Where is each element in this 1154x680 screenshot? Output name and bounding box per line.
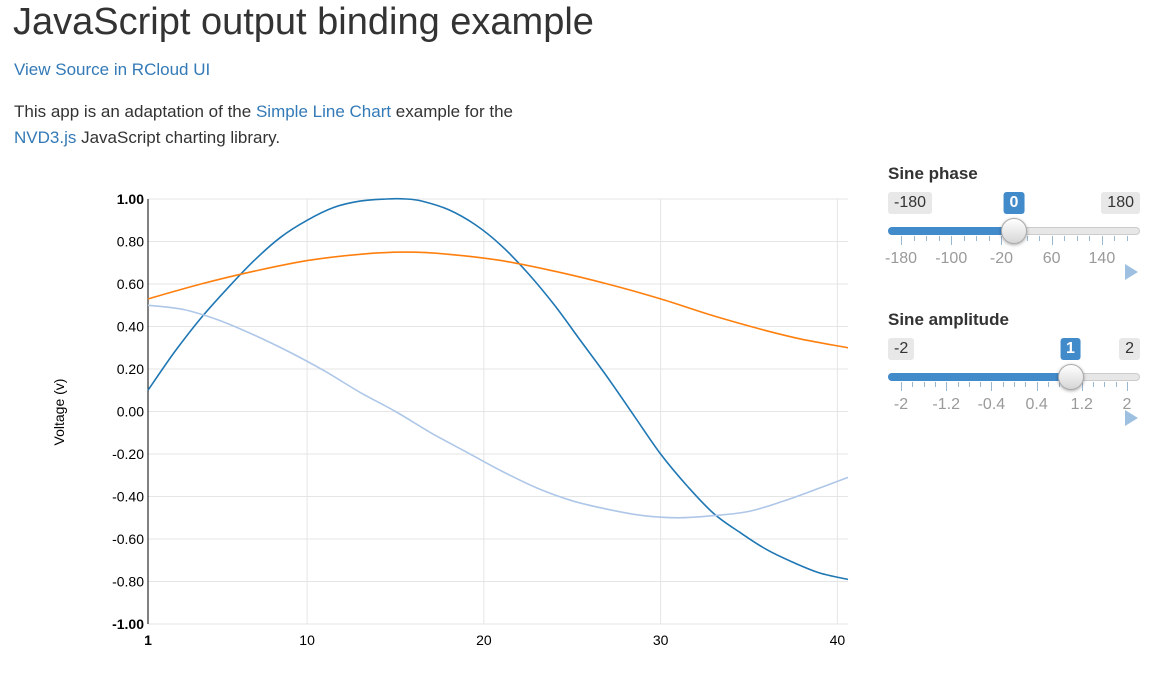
view-source-link[interactable]: View Source in RCloud UI <box>14 60 211 79</box>
slider-minor-tick <box>1104 382 1106 387</box>
y-tick-label: -0.60 <box>112 531 144 547</box>
description-text-3: JavaScript charting library. <box>76 128 281 147</box>
slider-minor-tick <box>1039 236 1041 241</box>
page-title: JavaScript output binding example <box>13 1 594 43</box>
slider-grid-label: -180 <box>884 250 918 267</box>
play-icon[interactable] <box>1125 410 1138 426</box>
y-tick-label: 0.00 <box>117 404 144 420</box>
slider-major-tick <box>1051 236 1053 245</box>
play-icon[interactable] <box>1125 264 1138 280</box>
slider-minor-tick <box>1076 236 1078 241</box>
slider-minor-tick <box>1127 236 1128 241</box>
slider-minor-tick <box>1064 236 1066 241</box>
slider-minor-tick <box>926 236 928 241</box>
y-tick-label: -1.00 <box>112 616 144 632</box>
slider-minor-tick <box>1047 382 1049 387</box>
sine-phase-slider: Sine phase -180 180 0 -180 -100 -20 60 140 <box>884 164 1140 294</box>
slider-fill <box>888 227 1014 235</box>
slider-grid-label: 0.4 <box>1025 396 1048 413</box>
slider-minor-tick <box>1089 236 1091 241</box>
slider-grid-label: 2 <box>1122 396 1132 413</box>
slider-major-tick <box>901 236 902 245</box>
slider-minor-tick <box>938 236 940 241</box>
slider-major-tick <box>1127 382 1128 391</box>
y-axis-label: Voltage (v) <box>51 379 67 446</box>
slider-min-label: -180 <box>888 192 933 214</box>
x-tick-label: 30 <box>653 632 669 648</box>
slider-grid-label: -2 <box>893 396 909 413</box>
slider-major-tick <box>991 382 993 391</box>
slider-minor-tick <box>1093 382 1095 387</box>
slider-max-label: 180 <box>1101 192 1140 214</box>
slider-value-label: 0 <box>1003 192 1025 214</box>
slider-min-label: -2 <box>888 338 915 360</box>
slider-value-label: 1 <box>1060 338 1081 360</box>
slider-minor-tick <box>923 382 925 387</box>
slider-grid-label: -1.2 <box>932 396 960 413</box>
x-tick-label: 20 <box>476 632 492 648</box>
slider-minor-tick <box>1114 236 1116 241</box>
slider-grid-label: -0.4 <box>977 396 1006 413</box>
x-tick-label: 1 <box>144 632 152 648</box>
y-tick-label: 0.60 <box>117 276 144 292</box>
slider-minor-tick <box>976 236 978 241</box>
slider-minor-tick <box>934 382 936 387</box>
description-text-1: This app is an adaptation of the <box>14 102 256 121</box>
series-line <box>147 197 849 581</box>
slider-minor-tick <box>1115 382 1117 387</box>
sine-amplitude-slider: Sine amplitude -2 2 1 -2 -1.2 -0.4 0.4 1.2 2 <box>888 310 1140 440</box>
slider-minor-tick <box>913 236 915 241</box>
y-tick-label: 0.40 <box>117 319 144 335</box>
slider-major-tick <box>951 236 953 245</box>
slider-major-tick <box>901 382 902 391</box>
simple-line-chart-link[interactable]: Simple Line Chart <box>255 102 392 121</box>
slider-major-tick <box>1036 382 1038 391</box>
app-description: This app is an adaptation of the Simple … <box>14 99 574 151</box>
slider-grid-label: -20 <box>989 250 1013 267</box>
x-tick-label: 40 <box>830 632 846 648</box>
series-line <box>147 251 849 349</box>
x-tick-label: 10 <box>299 632 315 648</box>
slider-grid-label: 60 <box>1042 250 1061 267</box>
y-tick-label: -0.80 <box>112 574 144 590</box>
slider-max-label: 2 <box>1119 338 1140 360</box>
nvd3-link[interactable]: NVD3.js <box>14 128 77 147</box>
slider-major-tick <box>1001 236 1003 245</box>
slider-minor-tick <box>980 382 982 387</box>
slider-major-tick <box>1081 382 1083 391</box>
slider-handle[interactable] <box>1001 218 1027 244</box>
slider-fill <box>888 373 1071 381</box>
slider-minor-tick <box>1002 382 1004 387</box>
slider-minor-tick <box>1014 382 1015 387</box>
slider-grid-label: 140 <box>1088 250 1116 267</box>
slider-minor-tick <box>1025 382 1027 387</box>
slider-minor-tick <box>963 236 965 241</box>
slider-grid-label: -100 <box>935 250 968 267</box>
slider-minor-tick <box>988 236 990 241</box>
slider-handle[interactable] <box>1057 364 1084 390</box>
y-tick-label: -0.40 <box>112 489 144 505</box>
slider-major-tick <box>946 382 948 391</box>
series-line <box>147 304 849 519</box>
description-text-2: example for the <box>391 102 513 121</box>
y-tick-label: -0.20 <box>112 446 144 462</box>
slider-title: Sine amplitude <box>888 310 1009 329</box>
slider-minor-tick <box>912 382 914 387</box>
slider-title: Sine phase <box>888 164 978 183</box>
slider-major-tick <box>1101 236 1103 245</box>
line-chart: 1.00 0.80 0.60 0.40 0.20 0.00 -0.20 -0.40 -0.60 -… <box>51 191 849 648</box>
y-tick-label: 0.80 <box>117 234 144 250</box>
slider-minor-tick <box>1026 236 1028 241</box>
y-tick-label: 1.00 <box>117 191 144 207</box>
y-tick-label: 0.20 <box>117 361 144 377</box>
slider-minor-tick <box>957 382 959 387</box>
slider-minor-tick <box>968 382 970 387</box>
slider-grid-label: 1.2 <box>1070 396 1093 413</box>
